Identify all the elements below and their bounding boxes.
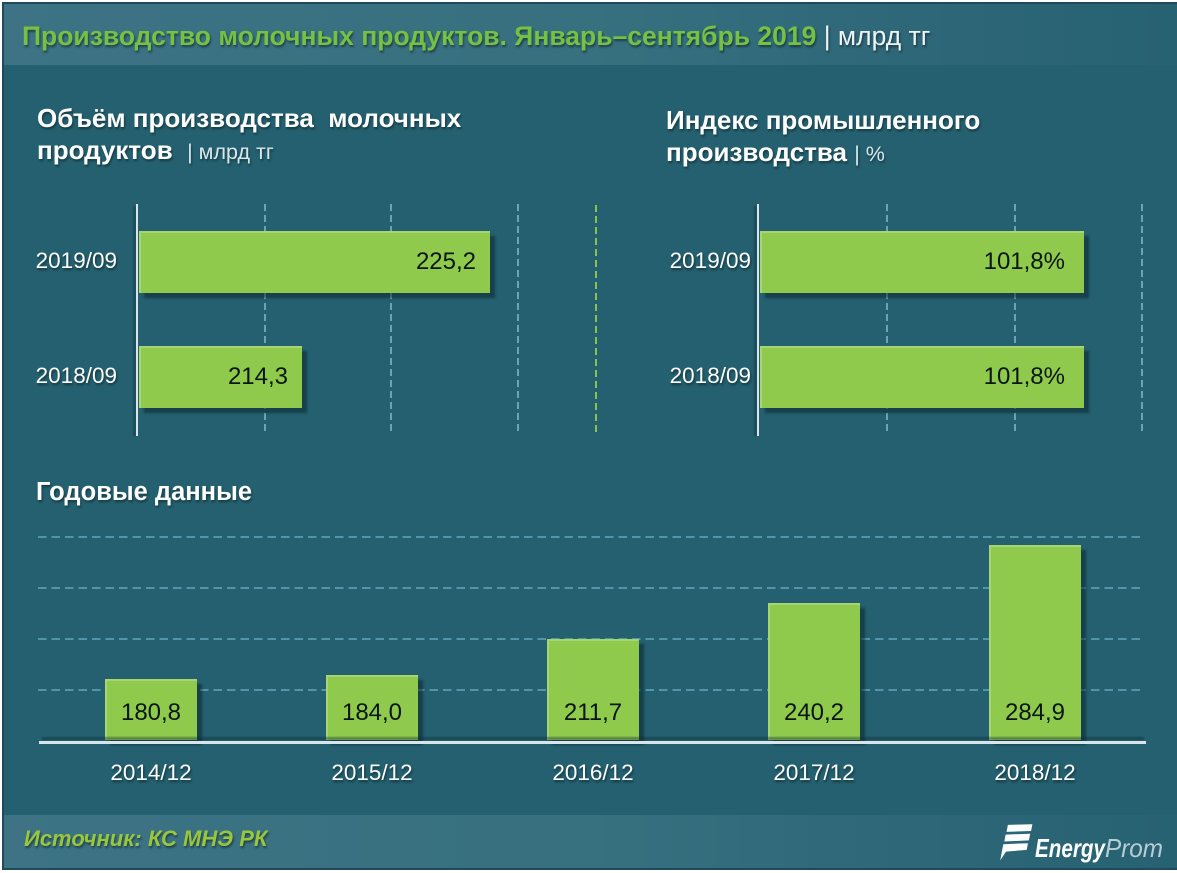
svg-text:Energy: Energy <box>1035 833 1106 863</box>
svg-text:Prom: Prom <box>1105 833 1163 863</box>
